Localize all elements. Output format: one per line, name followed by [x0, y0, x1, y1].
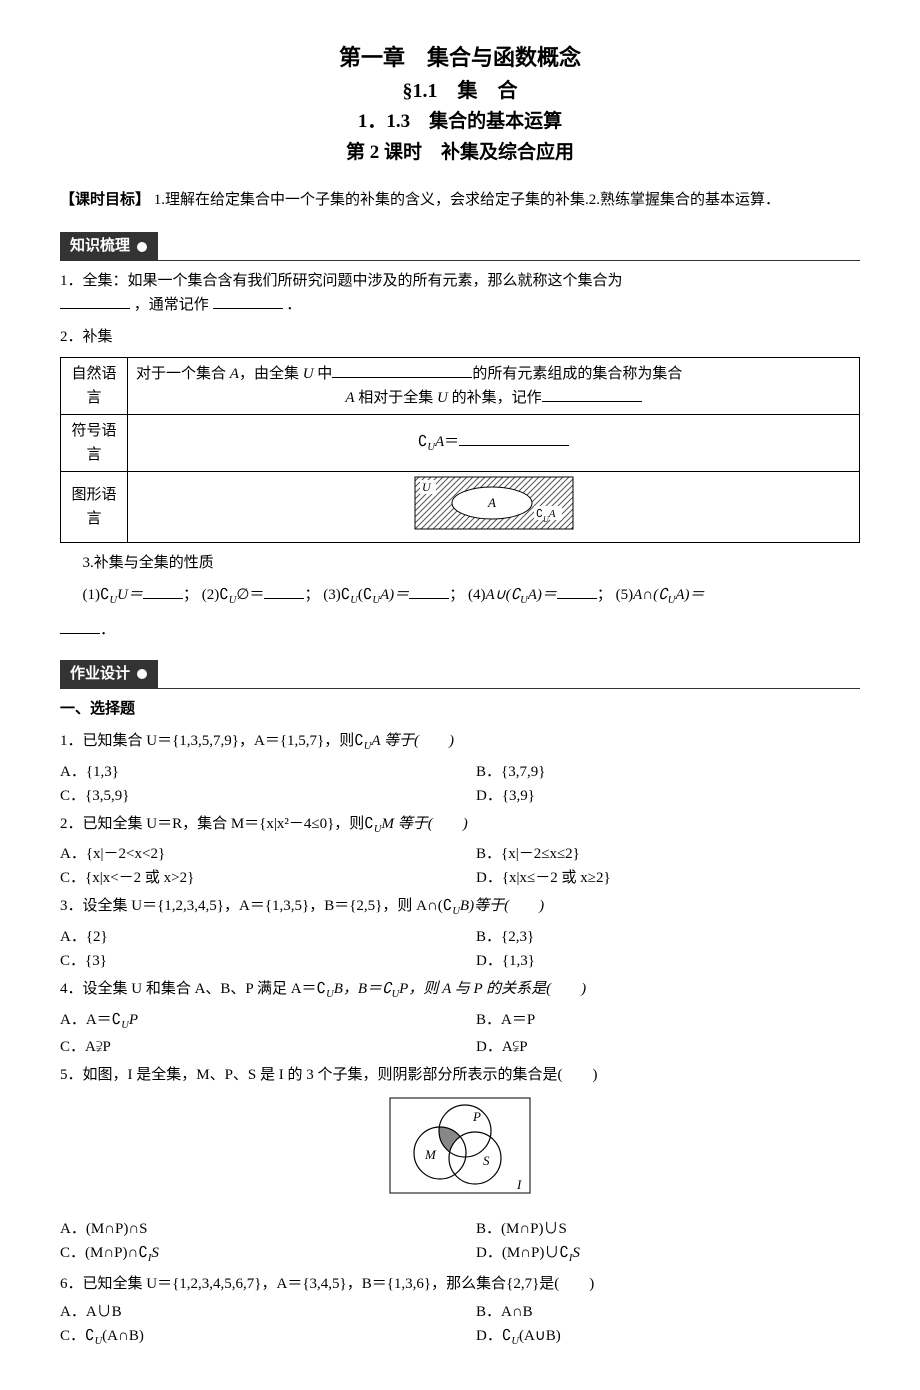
- table-row: 符号语言 ∁UA＝: [61, 414, 860, 471]
- q2-opt-D: D．{x|x≤－2 或 x≥2}: [476, 866, 860, 890]
- venn-three-icon: M P S I: [385, 1093, 535, 1203]
- q6-opt-A: A．A∪B: [60, 1300, 476, 1324]
- q3-opt-D: D．{1,3}: [476, 949, 860, 973]
- blank-p1: [143, 583, 183, 599]
- q4-opt-D: D．A⫋P: [476, 1035, 860, 1059]
- q1-opt-A: A．{1,3}: [60, 760, 476, 784]
- q5-opt-B: B．(M∩P)∪S: [476, 1217, 860, 1241]
- svg-text:S: S: [483, 1153, 490, 1168]
- symbol-language-cell: ∁UA＝: [128, 414, 860, 471]
- q5-opt-A: A．(M∩P)∩S: [60, 1217, 476, 1241]
- q2-opt-B: B．{x|－2≤x≤2}: [476, 842, 860, 866]
- q3-opt-A: A．{2}: [60, 925, 476, 949]
- q4-opt-B: B．A＝P: [476, 1008, 860, 1035]
- row-label-symbol: 符号语言: [61, 414, 128, 471]
- objectives-text: 1.理解在给定集合中一个子集的补集的含义，会求给定子集的补集.2.熟练掌握集合的…: [154, 192, 780, 208]
- q1-opt-B: B．{3,7,9}: [476, 760, 860, 784]
- section-knowledge: 知识梳理: [60, 232, 860, 261]
- q2-opt-C: C．{x|x<－2 或 x>2}: [60, 866, 476, 890]
- blank-universal-set: [60, 293, 130, 309]
- natural-language-cell: 对于一个集合 A，由全集 U 中的所有元素组成的集合称为集合 A 相对于全集 U…: [128, 357, 860, 414]
- title-block: 第一章 集合与函数概念 §1.1 集 合 1．1.3 集合的基本运算 第 2 课…: [60, 40, 860, 168]
- hatch-label-A: A: [487, 495, 496, 510]
- q3-opt-C: C．{3}: [60, 949, 476, 973]
- q5-figure: M P S I: [60, 1093, 860, 1211]
- complement-table: 自然语言 对于一个集合 A，由全集 U 中的所有元素组成的集合称为集合 A 相对…: [60, 357, 860, 543]
- question-3: 3．设全集 U＝{1,2,3,4,5}，A＝{1,3,5}，B＝{2,5}，则 …: [60, 894, 860, 921]
- section-title: §1.1 集 合: [60, 75, 860, 107]
- svg-text:I: I: [516, 1177, 522, 1192]
- hatched-venn-icon: U A ∁UA: [414, 476, 574, 538]
- mc-heading: 一、选择题: [60, 697, 860, 721]
- q1-options: A．{1,3} B．{3,7,9}: [60, 760, 860, 784]
- properties-line: (1)∁UU＝； (2)∁U∅＝； (3)∁U(∁UA)＝； (4)A∪(∁UA…: [60, 583, 860, 610]
- question-4: 4．设全集 U 和集合 A、B、P 满足 A＝∁UB，B＝∁UP，则 A 与 P…: [60, 977, 860, 1004]
- chapter-title: 第一章 集合与函数概念: [60, 40, 860, 75]
- q1-opt-D: D．{3,9}: [476, 784, 860, 808]
- table-row: 图形语言 U A ∁UA: [61, 471, 860, 542]
- blank-universal-notation: [213, 293, 283, 309]
- blank-p4: [557, 583, 597, 599]
- blank-symbol: [459, 430, 569, 446]
- subsection-title: 1．1.3 集合的基本运算: [60, 107, 860, 137]
- section-label-knowledge: 知识梳理: [60, 232, 158, 260]
- blank-p5: [60, 618, 100, 634]
- blank-nl-1: [332, 362, 472, 378]
- knowledge-item-3: 3.补集与全集的性质: [60, 551, 860, 575]
- blank-p3: [409, 583, 449, 599]
- q6-opt-B: B．A∩B: [476, 1300, 860, 1324]
- knowledge-item-2: 2．补集: [60, 325, 860, 349]
- q2-opt-A: A．{x|－2<x<2}: [60, 842, 476, 866]
- question-6: 6．已知全集 U＝{1,2,3,4,5,6,7}，A＝{3,4,5}，B＝{1,…: [60, 1272, 860, 1296]
- figure-language-cell: U A ∁UA: [128, 471, 860, 542]
- table-row: 自然语言 对于一个集合 A，由全集 U 中的所有元素组成的集合称为集合 A 相对…: [61, 357, 860, 414]
- blank-nl-2: [542, 386, 642, 402]
- knowledge-item-1: 1．全集：如果一个集合含有我们所研究问题中涉及的所有元素，那么就称这个集合为 ，…: [60, 269, 860, 317]
- hatch-label-U: U: [422, 480, 432, 494]
- objectives: 【课时目标】 1.理解在给定集合中一个子集的补集的含义，会求给定子集的补集.2.…: [60, 188, 860, 212]
- section-homework: 作业设计: [60, 660, 860, 689]
- q5-opt-C: C．(M∩P)∩∁IS: [60, 1241, 476, 1268]
- question-1: 1．已知集合 U＝{1,3,5,7,9}，A＝{1,5,7}，则∁UA 等于( …: [60, 729, 860, 756]
- q5-opt-D: D．(M∩P)∪∁IS: [476, 1241, 860, 1268]
- q4-opt-A: A．A＝∁UP: [60, 1008, 476, 1035]
- q6-opt-D: D．∁U(A∪B): [476, 1324, 860, 1351]
- q3-opt-B: B．{2,3}: [476, 925, 860, 949]
- lesson-title: 第 2 课时 补集及综合应用: [60, 138, 860, 168]
- q4-opt-C: C．A⫌P: [60, 1035, 476, 1059]
- objectives-label: 【课时目标】: [60, 192, 150, 208]
- svg-text:P: P: [472, 1109, 481, 1124]
- properties-line-2: ．: [60, 618, 860, 642]
- dot-icon: [136, 668, 148, 680]
- question-5: 5．如图，I 是全集，M、P、S 是 I 的 3 个子集，则阴影部分所表示的集合…: [60, 1063, 860, 1087]
- question-2: 2．已知全集 U＝R，集合 M＝{x|x²－4≤0}，则∁UM 等于( ): [60, 812, 860, 839]
- svg-text:M: M: [424, 1147, 437, 1162]
- q6-opt-C: C．∁U(A∩B): [60, 1324, 476, 1351]
- section-label-homework: 作业设计: [60, 660, 158, 688]
- row-label-natural: 自然语言: [61, 357, 128, 414]
- dot-icon: [136, 241, 148, 253]
- row-label-figure: 图形语言: [61, 471, 128, 542]
- blank-p2: [264, 583, 304, 599]
- q1-opt-C: C．{3,5,9}: [60, 784, 476, 808]
